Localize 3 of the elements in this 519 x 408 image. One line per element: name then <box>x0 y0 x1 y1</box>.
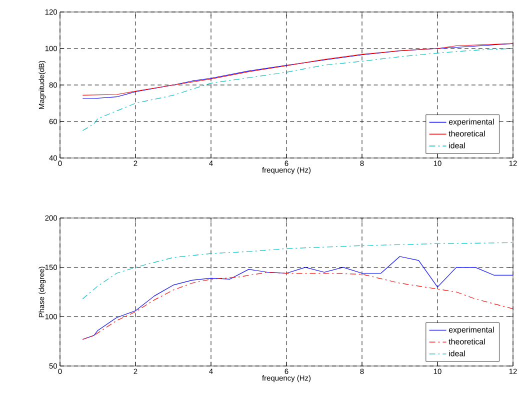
line-series <box>82 48 514 131</box>
line-series <box>82 242 514 300</box>
line-series <box>82 272 514 340</box>
